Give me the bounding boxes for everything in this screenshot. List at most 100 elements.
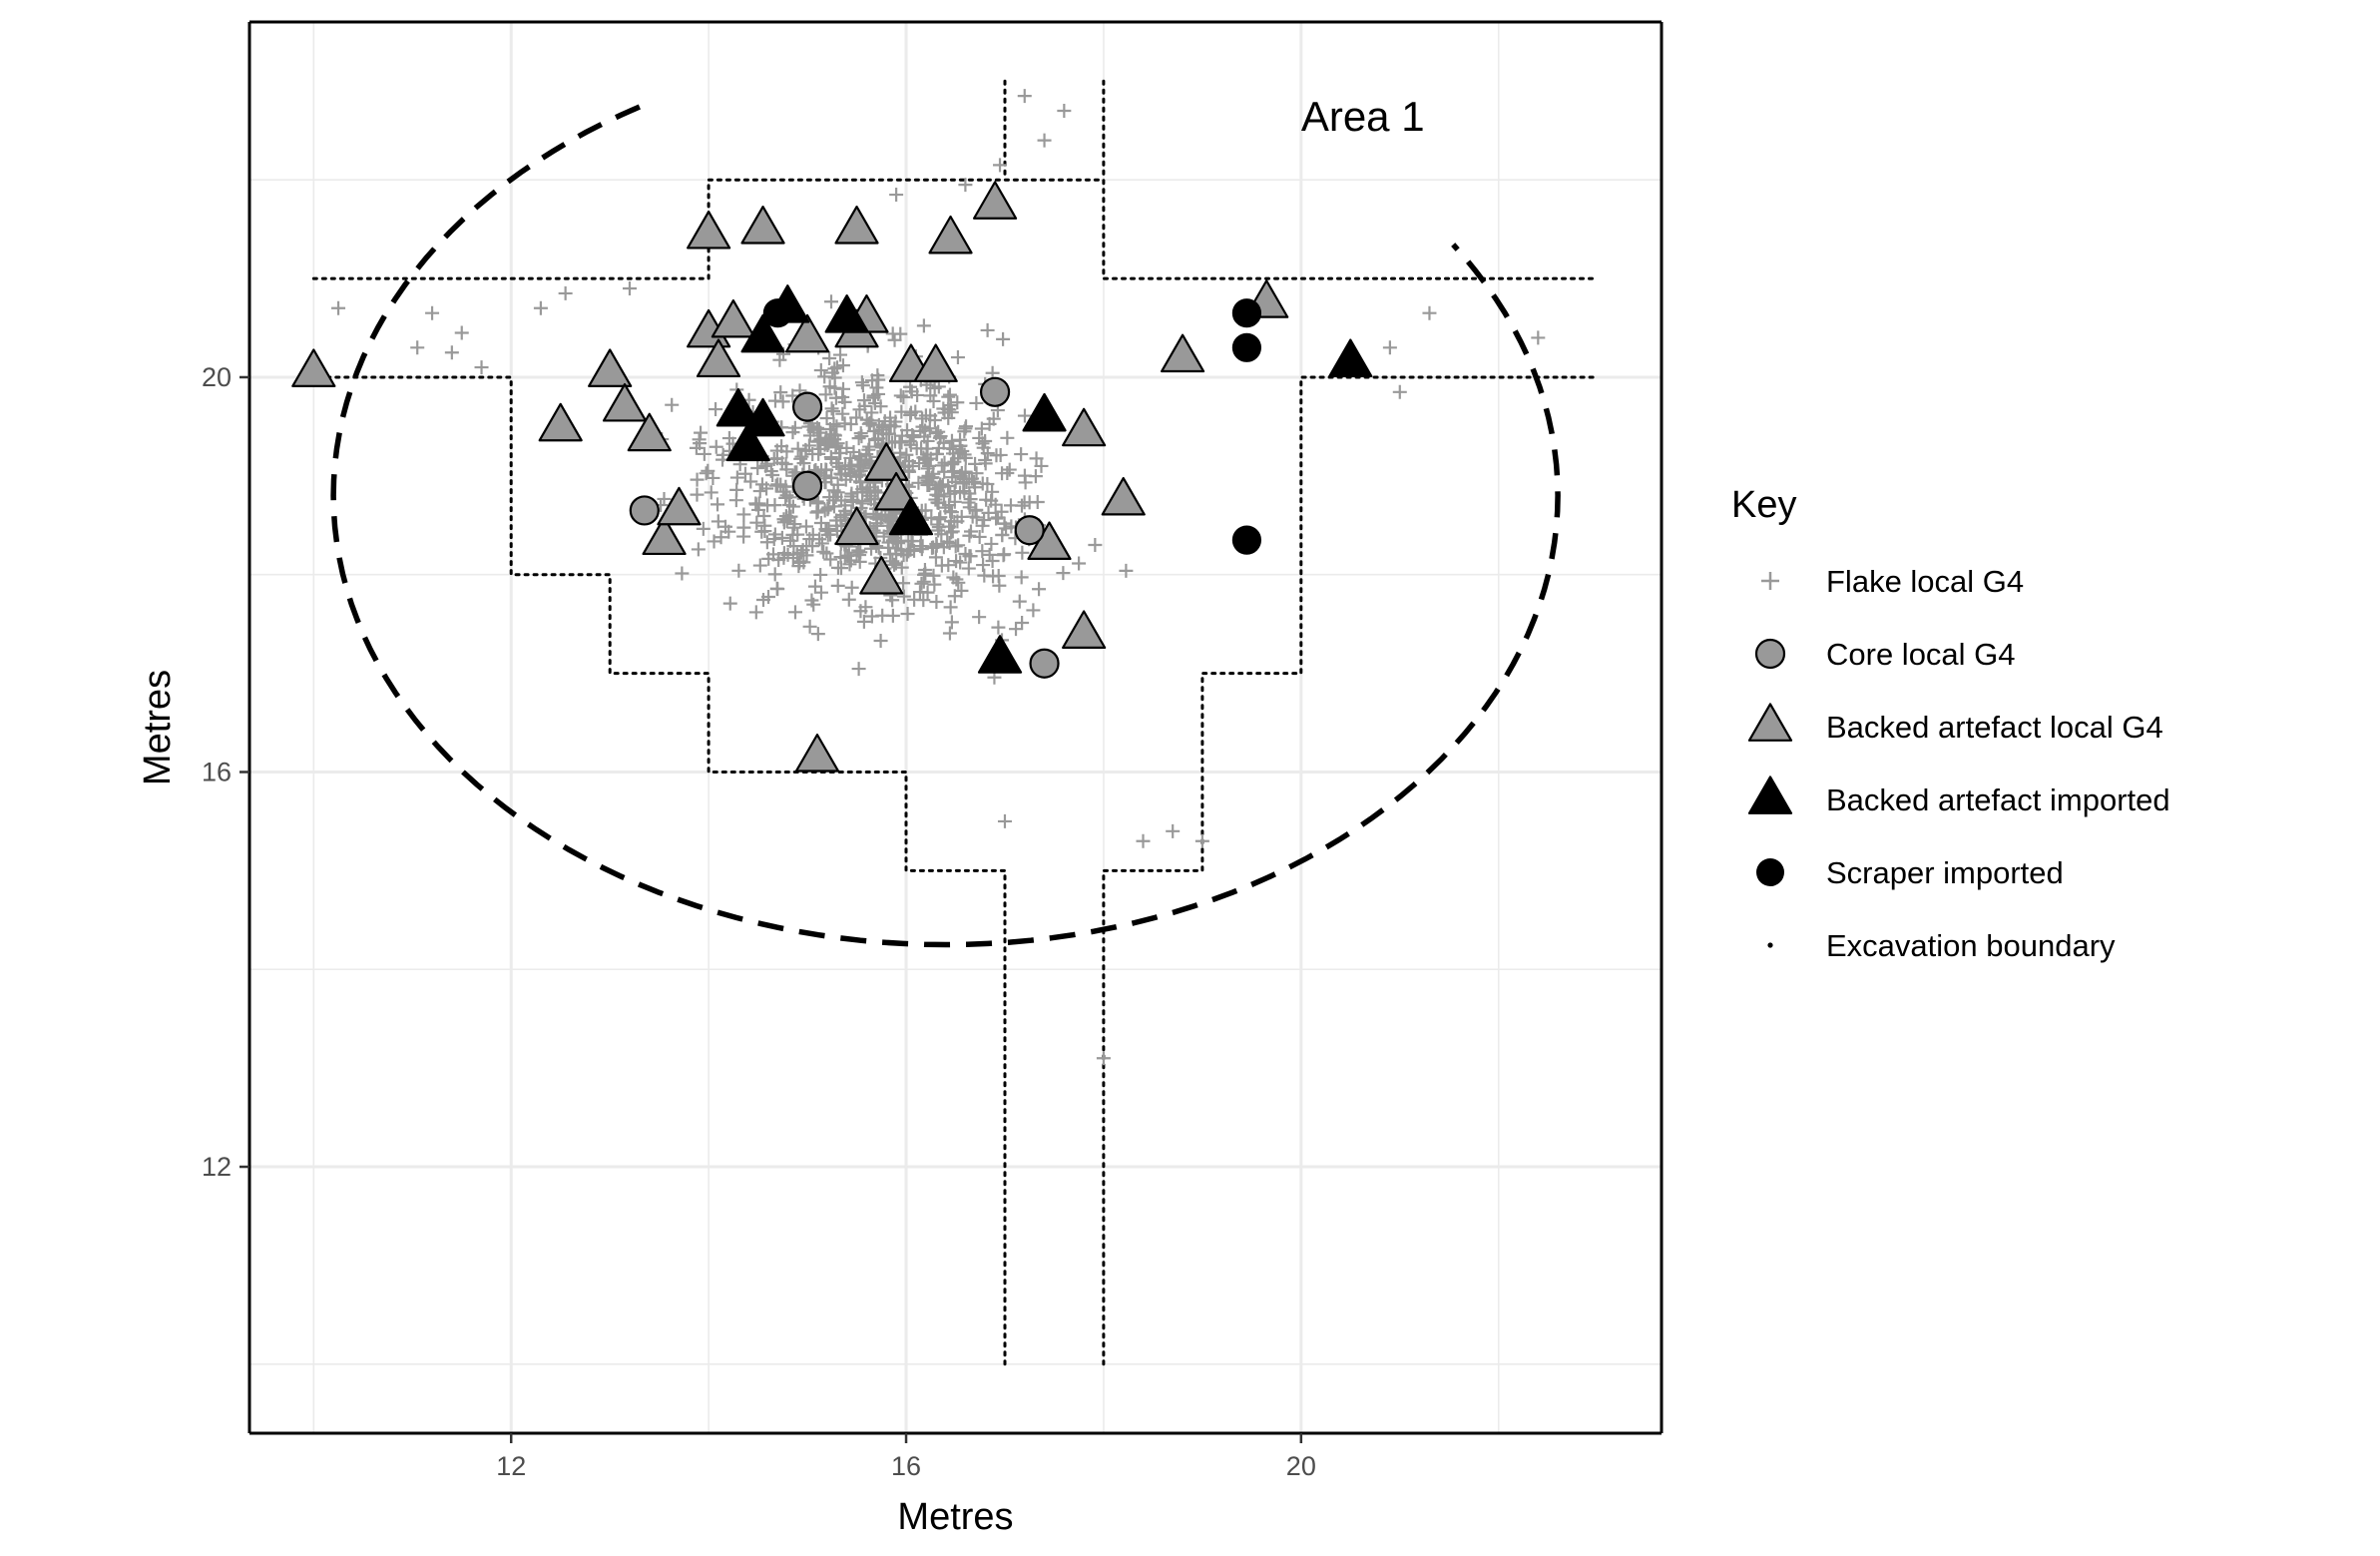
flake-point [1119, 563, 1134, 578]
flake-point [936, 401, 951, 416]
flake-point [843, 450, 858, 465]
flake-point [696, 521, 711, 536]
flake-point [941, 558, 956, 573]
flake-point [711, 497, 725, 512]
flake-point [707, 534, 721, 549]
flake-point [978, 452, 993, 467]
backed_imported-point [740, 397, 785, 437]
flake-point [894, 404, 909, 419]
flake-point [851, 662, 866, 677]
legend-key-backed-local [1747, 703, 1793, 742]
flake-point [665, 397, 680, 412]
flake-point [1000, 430, 1015, 445]
flake-point [946, 441, 961, 456]
flake-point [829, 518, 844, 533]
flake-point [833, 347, 848, 362]
flake-point [736, 507, 751, 522]
flake-point [750, 460, 765, 475]
flake-point [858, 600, 873, 615]
flake-point [893, 533, 908, 548]
flake-point [775, 394, 790, 409]
flake-point [923, 388, 938, 403]
flake-point [946, 464, 961, 479]
y-tick-label: 20 [202, 362, 232, 392]
flake-point [533, 300, 548, 315]
flake-point [907, 592, 922, 607]
flake-point [948, 539, 963, 554]
backed_local-point [538, 402, 583, 442]
legend-label: Excavation boundary [1826, 928, 2116, 963]
flake-point [767, 567, 782, 582]
flake-point [980, 322, 995, 337]
y-axis-title: Metres [137, 670, 179, 785]
flake-point [972, 430, 987, 445]
legend-item-backed_imported: Backed artefact imported [1747, 776, 2170, 817]
flake-point [1029, 451, 1044, 466]
flake-point [942, 387, 957, 402]
legend-label: Scraper imported [1826, 855, 2064, 890]
flake-point [813, 585, 828, 600]
flake-point [714, 530, 728, 545]
flake-point [773, 385, 788, 400]
flake-point [951, 575, 966, 590]
backed_imported-point [740, 313, 785, 353]
flake-point [1057, 103, 1072, 118]
flake-point [944, 405, 959, 420]
flake-point [728, 493, 743, 508]
flake-point [835, 389, 850, 404]
flake-point [943, 600, 958, 615]
flake-point [722, 596, 737, 611]
flake-point [962, 549, 977, 564]
flake-point [779, 488, 794, 503]
flake-point [865, 373, 880, 388]
flake-point [829, 419, 844, 434]
flake-point [819, 462, 834, 477]
flake-point [934, 479, 949, 494]
flake-point [930, 517, 945, 532]
flake-point [761, 551, 776, 566]
flake-point [922, 421, 937, 436]
flake-point [851, 543, 866, 558]
flake-point [969, 466, 984, 481]
flake-point [926, 466, 941, 481]
flake-point [881, 540, 896, 555]
flake-point [975, 476, 990, 491]
flake-point [749, 515, 764, 530]
backed_local-point [1062, 610, 1107, 649]
flake-point [331, 300, 346, 315]
flake-point [942, 498, 957, 513]
flake-point [997, 516, 1012, 531]
flake-point [955, 443, 970, 458]
flake-point [774, 530, 789, 545]
flake-point [804, 419, 819, 434]
flake-point [697, 446, 712, 461]
flake-point [729, 470, 744, 485]
flake-point [1017, 89, 1032, 104]
boundary-line [311, 375, 1007, 1366]
flake-point [989, 448, 1004, 463]
flake-point [1037, 133, 1052, 148]
flake-point [852, 402, 867, 417]
flake-point [981, 505, 996, 520]
boundary-line [1102, 375, 1600, 1366]
flake-point [737, 466, 752, 481]
backed_local-point [864, 442, 909, 481]
flake-point [691, 542, 706, 557]
flake-point [885, 608, 900, 623]
backed_local-point [972, 181, 1018, 220]
flake-point [985, 554, 1000, 569]
flake-point [929, 447, 944, 462]
flake-point [785, 551, 800, 566]
flake-point [701, 463, 715, 478]
flake-point [813, 515, 828, 530]
flake-point [1382, 340, 1397, 355]
backed_imported-point [715, 387, 760, 427]
legend: Key Flake local G4 Core local G4 Backed ar… [1731, 484, 2170, 963]
flake-point [931, 496, 946, 511]
flake-point [706, 470, 720, 485]
flake-point [974, 421, 989, 436]
backed_imported-point [1022, 392, 1067, 432]
flake-point [830, 436, 845, 451]
flake-point [837, 498, 852, 513]
flake-point [841, 592, 856, 607]
